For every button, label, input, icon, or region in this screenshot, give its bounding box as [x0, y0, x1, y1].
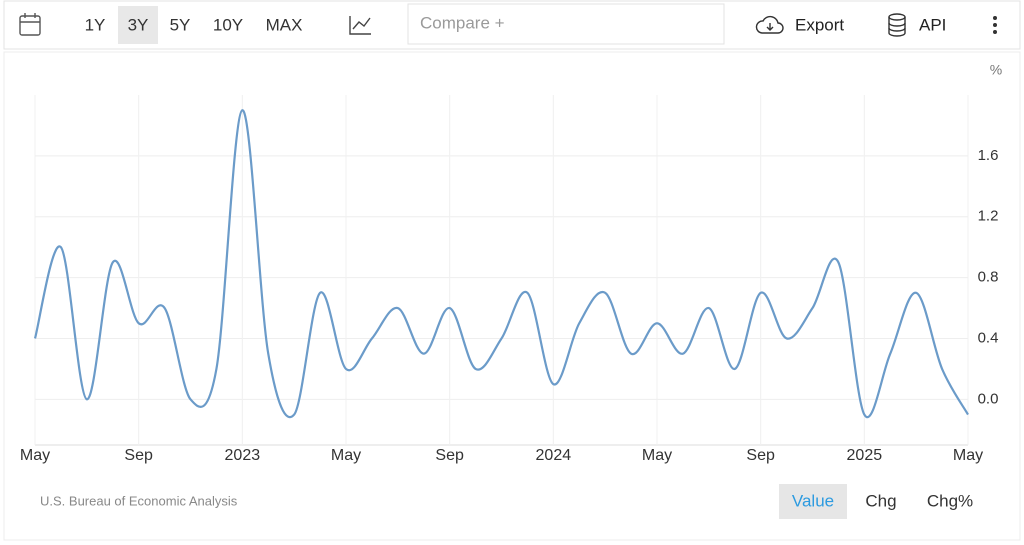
x-tick-label: 2024 [536, 447, 572, 464]
range-button[interactable]: 1Y [85, 15, 106, 34]
x-tick-label: May [331, 447, 361, 464]
mode-button[interactable]: Chg [865, 491, 896, 510]
range-button[interactable]: MAX [266, 15, 303, 34]
x-tick-label: 2025 [847, 447, 883, 464]
range-selected-bg [118, 6, 158, 44]
x-tick-label: May [953, 447, 983, 464]
x-tick-label: May [20, 447, 50, 464]
export-button[interactable]: Export [795, 15, 844, 34]
source: U.S. Bureau of Economic Analysis [40, 493, 238, 508]
x-tick-label: 2023 [225, 447, 261, 464]
x-tick-label: Sep [124, 447, 153, 464]
y-tick-label: 1.2 [978, 208, 999, 225]
range-button[interactable]: 10Y [213, 15, 243, 34]
x-tick-label: Sep [746, 447, 775, 464]
export-icon[interactable] [755, 15, 784, 34]
compare-box[interactable] [407, 3, 725, 45]
y-tick-label: 0.8 [978, 269, 999, 286]
range-button[interactable]: 5Y [170, 15, 191, 34]
y-tick-label: 1.6 [978, 147, 999, 164]
y-unit: % [990, 62, 1002, 78]
chart-type-icon[interactable] [349, 16, 371, 35]
mode-button[interactable]: Chg% [927, 491, 973, 510]
api-button[interactable]: API [919, 15, 946, 34]
more-menu[interactable] [993, 16, 997, 34]
x-tick-label: May [642, 447, 672, 464]
mode-selected-bg [779, 484, 847, 519]
y-tick-label: 0.4 [978, 329, 999, 346]
compare-placeholder: Compare + [420, 13, 505, 32]
data-line [33, 109, 969, 419]
chart-panel [3, 51, 1021, 541]
x-tick-label: Sep [435, 447, 464, 464]
range-button[interactable]: 3Y [128, 15, 149, 34]
mode-button[interactable]: Value [792, 491, 834, 510]
api-icon[interactable] [888, 13, 906, 37]
calendar-icon[interactable] [19, 13, 41, 36]
y-tick-label: 0.0 [978, 390, 999, 407]
